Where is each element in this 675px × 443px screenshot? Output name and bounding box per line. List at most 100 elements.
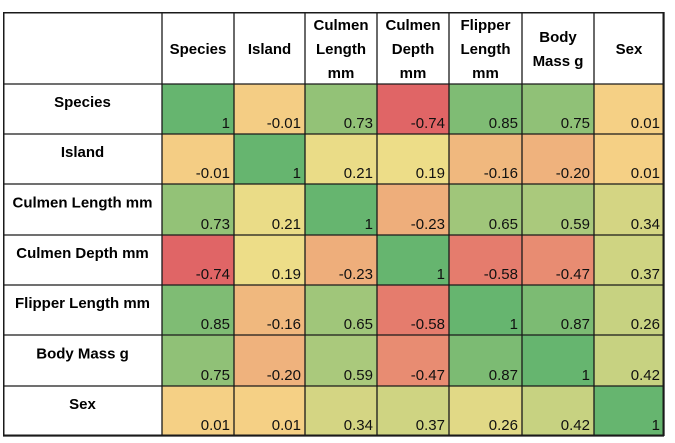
cell-value: 1	[582, 367, 590, 384]
row-header: Flipper Length mm	[15, 295, 150, 312]
cell-value: 0.75	[201, 367, 230, 384]
cell-value: -0.47	[411, 367, 445, 384]
heatmap-cell	[449, 285, 522, 335]
cell-value: -0.20	[556, 165, 590, 182]
cell-value: -0.74	[411, 115, 445, 132]
cell-value: 1	[293, 165, 301, 182]
heatmap-cell	[162, 84, 234, 134]
cell-value: 0.42	[561, 417, 590, 434]
heatmap-cell	[162, 386, 234, 436]
cell-value: -0.16	[484, 165, 518, 182]
heatmap-cell	[594, 335, 664, 386]
cell-value: 0.87	[561, 316, 590, 333]
cell-value: -0.23	[411, 216, 445, 233]
heatmap-cell	[594, 386, 664, 436]
cell-value: 1	[437, 266, 445, 283]
heatmap-cell	[377, 335, 449, 386]
column-header: Culmen Depth mm	[385, 17, 440, 82]
cell-value: 0.59	[344, 367, 373, 384]
heatmap-cell	[522, 235, 594, 285]
cell-value: 0.01	[631, 165, 660, 182]
column-header-line: Flipper	[460, 17, 510, 34]
cell-value: -0.58	[411, 316, 445, 333]
column-headers: Species Island Culmen Length mm Culmen Depth mm…	[170, 17, 643, 82]
heatmap-cell	[594, 134, 664, 184]
cell-value: -0.74	[196, 266, 230, 283]
column-header-line: Sex	[616, 41, 643, 58]
cell-value: 0.37	[416, 417, 445, 434]
heatmap-cell	[162, 235, 234, 285]
heatmap-cell	[162, 134, 234, 184]
row-headers: Species Island Culmen Length mm Culmen Dept…	[12, 94, 152, 413]
heatmap-cell	[162, 184, 234, 235]
column-header: Body Mass g	[533, 29, 584, 70]
row-header: Sex	[69, 396, 96, 413]
row-header: Species	[54, 94, 111, 111]
cell-value: 0.65	[489, 216, 518, 233]
heatmap-cell	[522, 335, 594, 386]
heatmap-cells	[3, 12, 664, 436]
heatmap-cell	[449, 386, 522, 436]
heatmap-cell	[377, 134, 449, 184]
column-header-line: Length	[316, 41, 366, 58]
heatmap-cell	[594, 285, 664, 335]
row-header: Body Mass g	[36, 346, 129, 363]
cell-value: 1	[652, 417, 660, 434]
cell-value: 0.65	[344, 316, 373, 333]
column-header-line: Culmen	[385, 17, 440, 34]
column-header-line: Species	[170, 41, 227, 58]
cell-value: 0.01	[272, 417, 301, 434]
heatmap-cell	[162, 335, 234, 386]
heatmap-cell	[305, 134, 377, 184]
column-header: Flipper Length mm	[460, 17, 510, 82]
heatmap-cell	[305, 335, 377, 386]
heatmap-cell	[234, 134, 305, 184]
heatmap-cell	[377, 184, 449, 235]
heatmap-cell	[449, 335, 522, 386]
cell-value: 0.19	[416, 165, 445, 182]
cell-value: 0.34	[631, 216, 660, 233]
heatmap-cell	[305, 386, 377, 436]
column-header-line: Mass g	[533, 53, 584, 70]
cell-value: -0.47	[556, 266, 590, 283]
heatmap-cell	[522, 285, 594, 335]
heatmap-cell	[234, 184, 305, 235]
heatmap-cell	[522, 84, 594, 134]
row-header: Culmen Length mm	[12, 195, 152, 212]
heatmap-cell	[162, 285, 234, 335]
heatmap-cell	[305, 84, 377, 134]
heatmap-cell	[234, 335, 305, 386]
cell-value: 1	[222, 115, 230, 132]
column-header-line: Length	[461, 41, 511, 58]
cell-value: 0.75	[561, 115, 590, 132]
cell-value: 0.85	[201, 316, 230, 333]
column-header: Culmen Length mm	[313, 17, 368, 82]
heatmap-cell	[449, 84, 522, 134]
heatmap-cell	[377, 386, 449, 436]
column-header-line: Body	[539, 29, 577, 46]
heatmap-cell	[594, 84, 664, 134]
row-header: Island	[61, 144, 104, 161]
cell-value: -0.16	[267, 316, 301, 333]
column-header-line: Depth	[392, 41, 435, 58]
column-header-line: mm	[328, 65, 355, 82]
heatmap-cell	[305, 235, 377, 285]
heatmap-cell	[594, 184, 664, 235]
cell-value: 0.42	[631, 367, 660, 384]
cell-value: 0.59	[561, 216, 590, 233]
table-border	[3, 12, 664, 436]
column-header: Sex	[616, 41, 643, 58]
heatmap-cell	[234, 285, 305, 335]
cell-value: 0.21	[272, 216, 301, 233]
heatmap-cell	[305, 184, 377, 235]
heatmap-cell	[449, 235, 522, 285]
heatmap-cell	[522, 386, 594, 436]
cell-value: 0.26	[631, 316, 660, 333]
cell-value: 0.26	[489, 417, 518, 434]
cell-value: 0.85	[489, 115, 518, 132]
heatmap-cell	[377, 235, 449, 285]
row-header: Culmen Depth mm	[16, 245, 149, 262]
cell-value: 1	[365, 216, 373, 233]
heatmap-cell	[234, 235, 305, 285]
column-header-line: mm	[472, 65, 499, 82]
